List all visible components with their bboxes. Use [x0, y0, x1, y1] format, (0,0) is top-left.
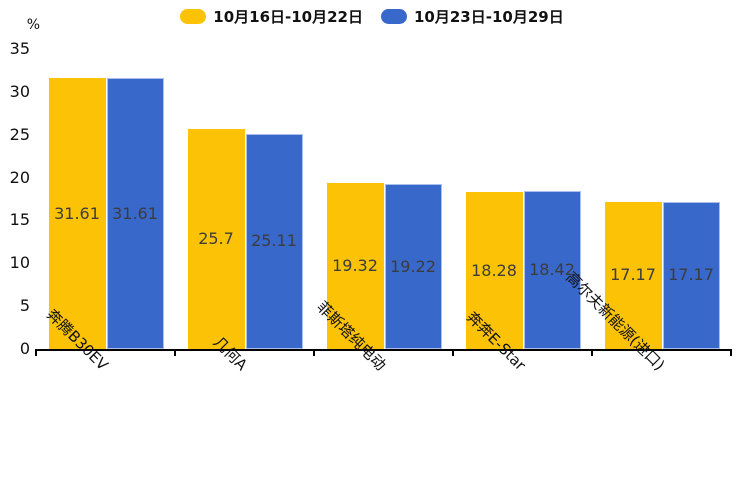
y-axis-tick-label: 5 — [19, 296, 30, 316]
bar-10月23日-10月29日-奔奔E-Star — [523, 191, 581, 349]
bar-10月16日-10月22日-几何A — [187, 128, 245, 349]
y-axis-tick-label: 15 — [9, 210, 30, 230]
bar-10月23日-10月29日-几何A — [245, 133, 303, 349]
x-axis-tick — [313, 349, 315, 356]
legend-label-week2: 10月23日-10月29日 — [414, 8, 564, 26]
bar-10月23日-10月29日-菲斯塔纯电动 — [384, 184, 442, 349]
y-axis-tick-label: 20 — [9, 167, 30, 187]
bar-value-label: 31.61 — [112, 203, 158, 223]
legend-item-week1[interactable]: 10月16日-10月22日 — [180, 6, 363, 27]
bar-10月16日-10月22日-奔奔E-Star — [465, 192, 523, 349]
x-axis-line — [36, 349, 731, 351]
y-axis-tick-label: 35 — [9, 39, 30, 58]
legend-label-week1: 10月16日-10月22日 — [213, 8, 363, 26]
x-axis-tick — [591, 349, 593, 356]
bar-value-label: 19.32 — [332, 256, 378, 276]
legend-swatch-yellow-icon — [180, 9, 207, 24]
bar-value-label: 19.22 — [390, 256, 436, 276]
bar-10月16日-10月22日-高尔夫新能源(进口) — [604, 201, 662, 349]
legend-item-week2[interactable]: 10月23日-10月29日 — [381, 6, 564, 27]
bar-value-label: 25.7 — [198, 228, 234, 248]
x-axis-tick — [730, 349, 732, 356]
y-axis-unit-label: % — [26, 17, 40, 33]
bar-value-label: 18.28 — [471, 260, 517, 280]
chart-legend: 10月16日-10月22日 10月23日-10月29日 — [0, 6, 744, 27]
y-axis-tick-label: 30 — [9, 81, 30, 101]
bar-10月23日-10月29日-高尔夫新能源(进口) — [662, 201, 720, 349]
bar-value-label: 17.17 — [668, 265, 714, 285]
legend-swatch-blue-icon — [381, 9, 407, 24]
x-axis-tick — [452, 349, 454, 356]
x-axis-tick — [174, 349, 176, 356]
bar-value-label: 31.61 — [54, 203, 100, 223]
x-axis-tick — [35, 349, 37, 356]
bar-10月23日-10月29日-奔腾B30EV — [106, 78, 164, 349]
bar-10月16日-10月22日-菲斯塔纯电动 — [326, 183, 384, 349]
bar-10月16日-10月22日-奔腾B30EV — [48, 78, 106, 349]
y-axis-tick-label: 0 — [19, 339, 30, 358]
y-axis-tick-label: 10 — [9, 253, 30, 273]
y-axis-tick-label: 25 — [9, 124, 30, 144]
bar-value-label: 17.17 — [610, 265, 656, 285]
bar-value-label: 18.42 — [529, 260, 575, 280]
bar-value-label: 25.11 — [251, 231, 297, 251]
